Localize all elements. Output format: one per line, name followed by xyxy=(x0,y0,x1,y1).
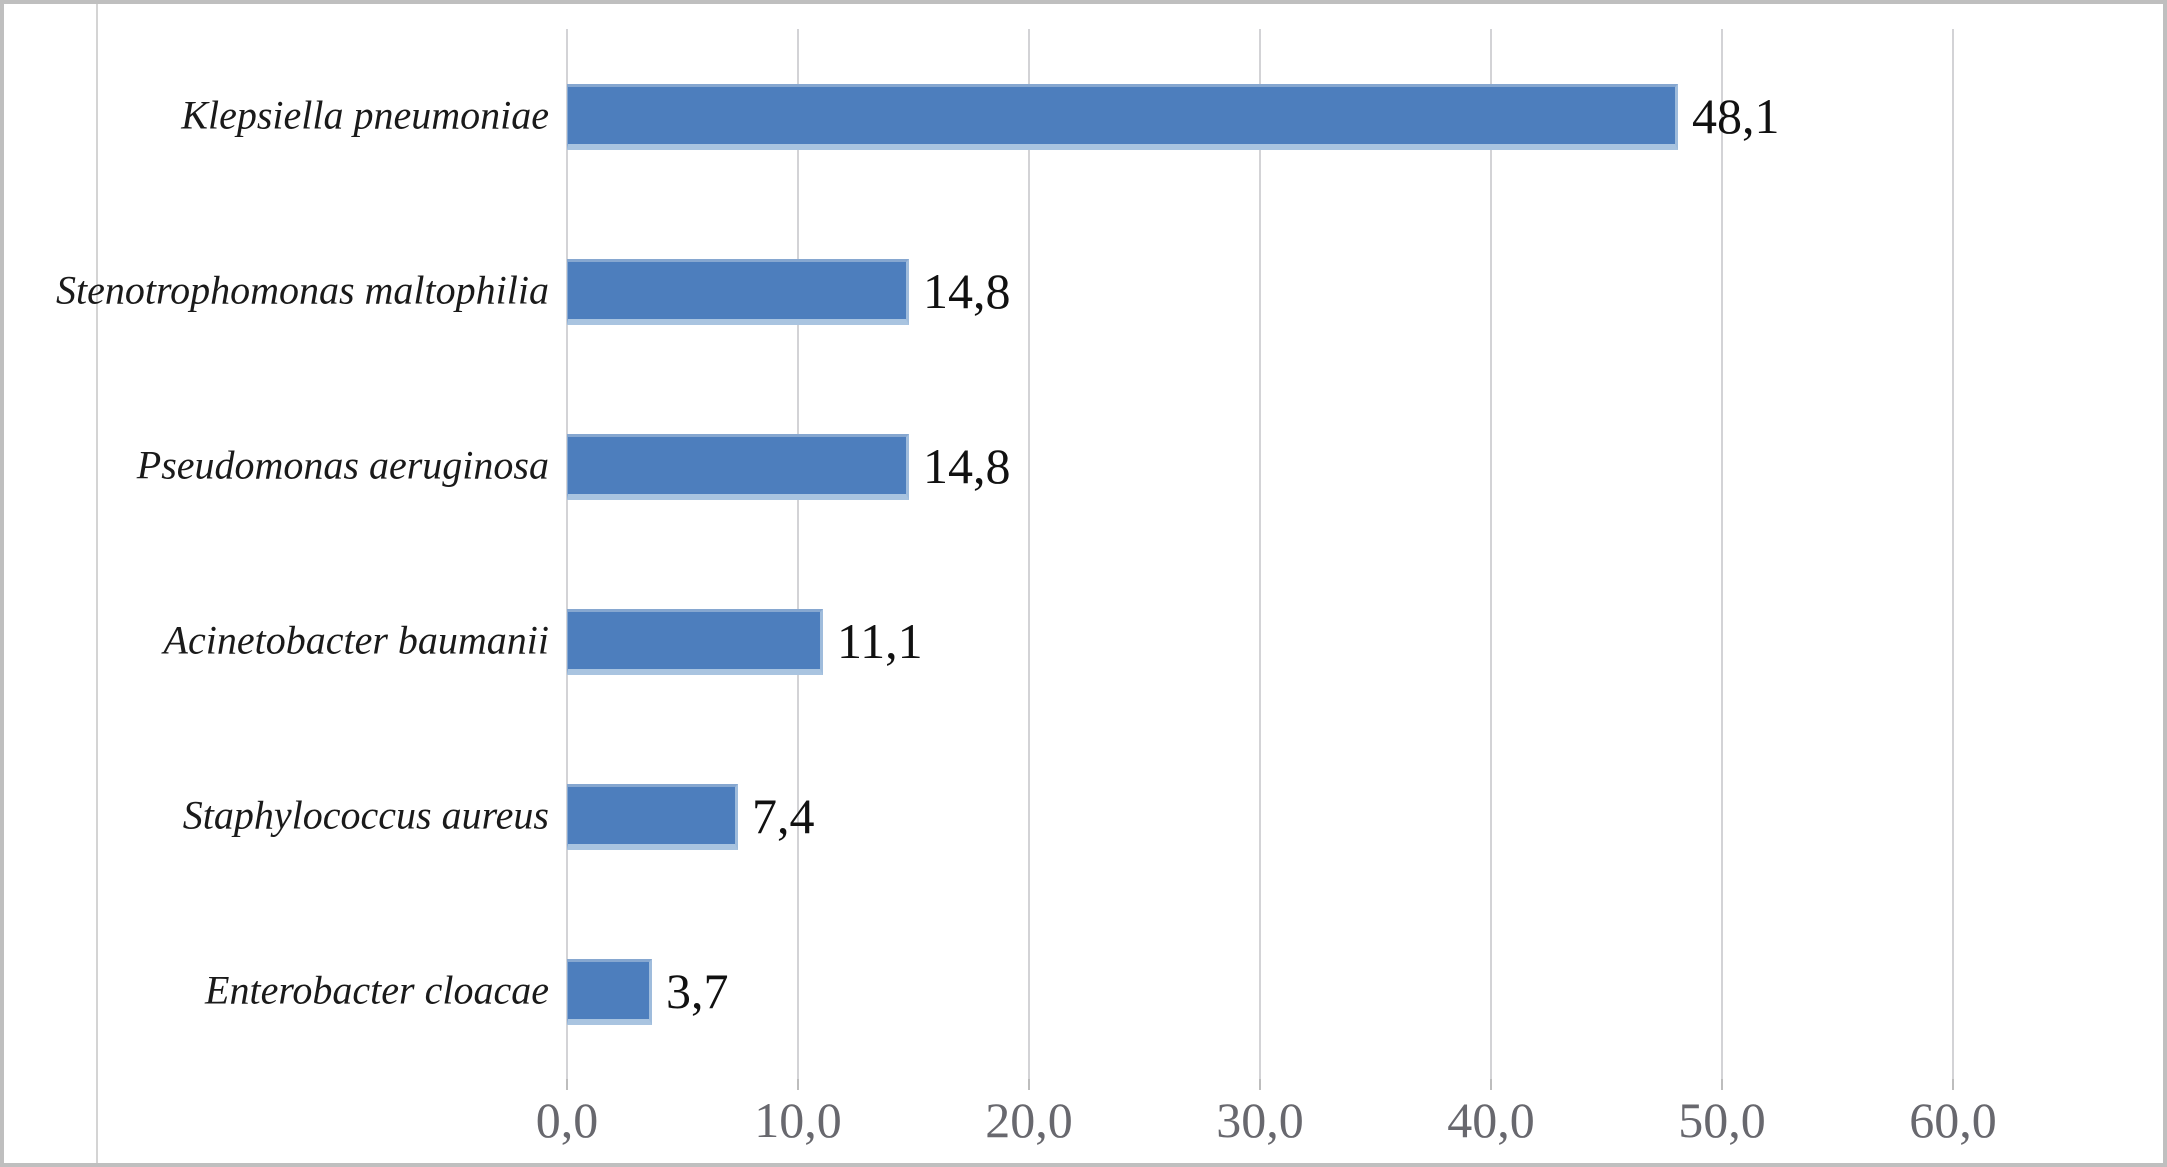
category-label: Acinetobacter baumanii xyxy=(163,616,549,662)
left-divider-line xyxy=(96,4,98,1163)
bar-enterobacter-cloacae xyxy=(567,959,652,1025)
x-tick-label: 20,0 xyxy=(985,1092,1073,1148)
gridline-60,0 xyxy=(1952,29,1954,1079)
bar-staphylococcus-aureus xyxy=(567,784,738,850)
x-tick-label: 50,0 xyxy=(1678,1092,1766,1148)
value-label: 14,8 xyxy=(923,437,1011,494)
gridline-30,0 xyxy=(1259,29,1261,1079)
axis-tick xyxy=(797,1079,799,1090)
x-tick-label: 40,0 xyxy=(1447,1092,1535,1148)
gridline-50,0 xyxy=(1721,29,1723,1079)
category-label: Stenotrophomonas maltophilia xyxy=(56,266,549,312)
axis-tick xyxy=(1490,1079,1492,1090)
value-label: 7,4 xyxy=(752,787,815,844)
bar-acinetobacter-baumanii xyxy=(567,609,823,675)
value-label: 3,7 xyxy=(666,962,729,1019)
gridline-10,0 xyxy=(797,29,799,1079)
axis-tick xyxy=(1028,1079,1030,1090)
axis-tick xyxy=(1259,1079,1261,1090)
category-label: Klepsiella pneumoniae xyxy=(181,91,549,137)
value-label: 11,1 xyxy=(837,612,923,669)
bar-stenotrophomonas-maltophilia xyxy=(567,259,909,325)
bar-pseudomonas-aeruginosa xyxy=(567,434,909,500)
x-tick-label: 60,0 xyxy=(1909,1092,1997,1148)
value-label: 14,8 xyxy=(923,262,1011,319)
bar-klepsiella-pneumoniae xyxy=(567,84,1678,150)
category-label: Pseudomonas aeruginosa xyxy=(136,441,549,487)
axis-tick xyxy=(1952,1079,1954,1090)
gridline-40,0 xyxy=(1490,29,1492,1079)
category-label: Enterobacter cloacae xyxy=(205,966,549,1012)
x-tick-label: 10,0 xyxy=(754,1092,842,1148)
x-tick-label: 0,0 xyxy=(535,1092,599,1148)
axis-tick xyxy=(1721,1079,1723,1090)
category-label: Staphylococcus aureus xyxy=(182,791,549,837)
x-tick-label: 30,0 xyxy=(1216,1092,1304,1148)
gridline-0,0 xyxy=(566,29,568,1079)
gridline-20,0 xyxy=(1028,29,1030,1079)
axis-tick xyxy=(566,1079,568,1090)
value-label: 48,1 xyxy=(1692,87,1780,144)
